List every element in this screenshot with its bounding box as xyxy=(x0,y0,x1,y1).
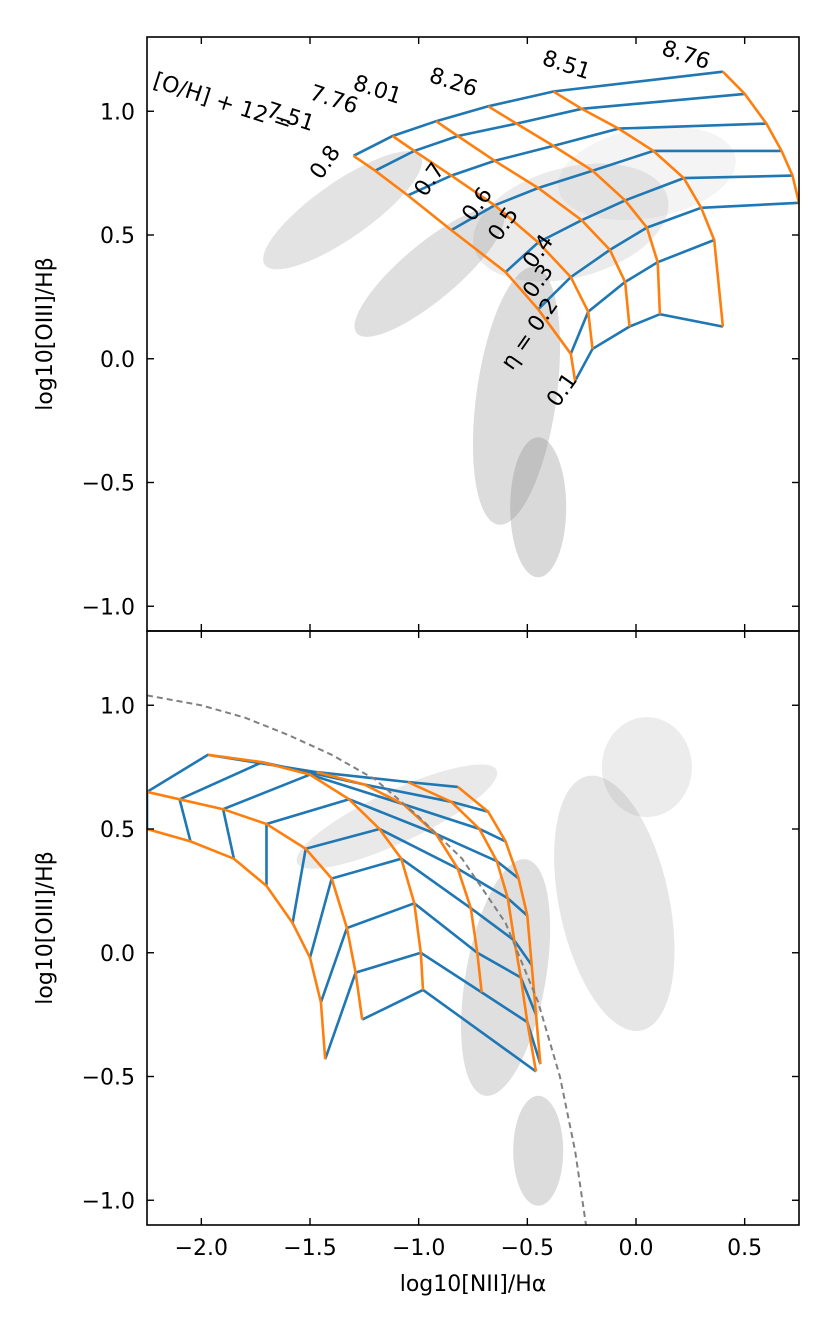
metallicity-track xyxy=(721,70,799,204)
y-tick-label: −1.0 xyxy=(82,1189,135,1214)
ionization-parameter-line xyxy=(319,901,538,1016)
y-axis-label: log10[OIII]/Hβ xyxy=(33,257,58,410)
x-tick-label: −1.0 xyxy=(392,1236,445,1261)
metallicity-track xyxy=(207,753,425,990)
y-tick-label: −0.5 xyxy=(82,472,135,497)
ionization-parameter-line xyxy=(308,857,533,966)
metallicity-track xyxy=(407,780,538,1072)
histogram-density-blob xyxy=(296,764,498,869)
histogram-density-blob xyxy=(513,1095,564,1206)
ionization-parameter-line xyxy=(537,201,799,311)
ionization-parameter-line xyxy=(221,773,507,859)
metallicity-track xyxy=(147,827,327,1060)
panel-bottom-plot-area xyxy=(147,694,692,1225)
y-axis-label: log10[OIII]/Hβ xyxy=(33,851,58,1004)
y-tick-label: 0.5 xyxy=(100,224,135,249)
metallicity-value-label: 8.76 xyxy=(659,36,713,75)
kewley-dashed-curve xyxy=(147,694,587,1225)
histogram-density-blob xyxy=(601,717,692,818)
histogram-density-blob xyxy=(354,207,505,337)
y-tick-label: −0.5 xyxy=(82,1066,135,1091)
x-tick-label: −2.0 xyxy=(175,1236,228,1261)
metallicity-track xyxy=(456,785,542,1065)
x-tick-label: −0.5 xyxy=(501,1236,554,1261)
ionization-parameter-line xyxy=(291,827,529,924)
histogram-density-blob xyxy=(472,267,561,525)
metallicity-value-label: 8.26 xyxy=(426,63,480,102)
y-tick-label: 1.0 xyxy=(100,694,135,719)
y-tick-label: 1.0 xyxy=(100,100,135,125)
metallicity-track xyxy=(391,134,594,350)
metallicity-track xyxy=(352,154,577,382)
ionization-parameter-line xyxy=(573,312,724,382)
ionization-parameter-line xyxy=(374,92,745,172)
x-tick-label: −1.5 xyxy=(283,1236,336,1261)
x-axis-label: log10[NII]/Hα xyxy=(400,1272,547,1297)
y-tick-label: 0.0 xyxy=(100,942,135,967)
metallicity-track xyxy=(147,790,364,1020)
y-tick-label: −1.0 xyxy=(82,595,135,620)
histogram-density-blob xyxy=(510,437,567,578)
panel-bottom-frame xyxy=(146,630,800,1226)
ionization-parameter-line xyxy=(407,122,767,197)
metallicity-track xyxy=(552,90,725,327)
x-tick-label: 0.5 xyxy=(727,1236,762,1261)
metallicity-value-label: 8.51 xyxy=(539,46,593,85)
ionization-parameter-line xyxy=(450,149,782,232)
x-tick-label: 0.0 xyxy=(619,1236,654,1261)
metallicity-track xyxy=(435,120,631,327)
ionization-parameter-line xyxy=(352,70,724,157)
eta-value-label: 0.8 xyxy=(305,141,346,184)
metallicity-track xyxy=(316,770,483,993)
ionization-parameter-line xyxy=(265,797,520,886)
histogram-density-blob xyxy=(263,151,423,270)
ionization-parameter-line xyxy=(504,174,793,274)
y-tick-label: 0.5 xyxy=(100,818,135,843)
histogram-density-blob xyxy=(554,775,675,1031)
panel-top-plot-area xyxy=(263,70,799,578)
y-tick-label: 0.0 xyxy=(100,348,135,373)
metallicity-track xyxy=(487,105,662,315)
ionization-parameter-line xyxy=(178,760,489,842)
